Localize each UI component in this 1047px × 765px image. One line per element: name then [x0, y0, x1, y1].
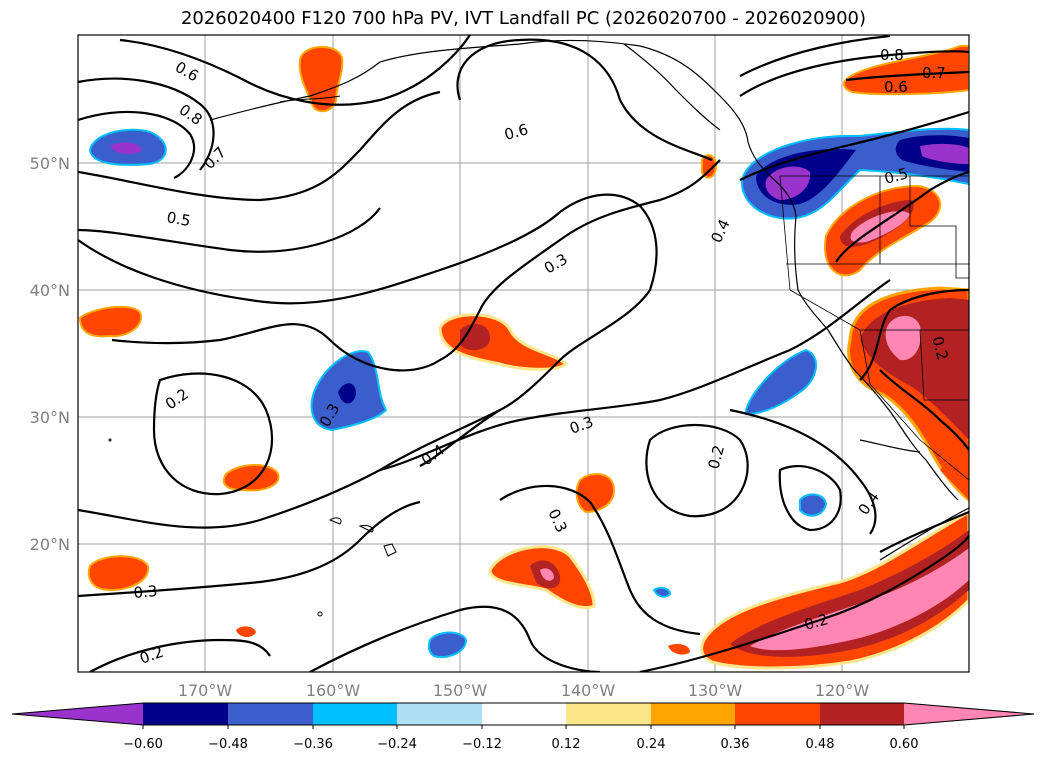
lat-label: 20°N	[30, 535, 70, 554]
colorbar-ticks: −0.60 −0.48 −0.36 −0.24 −0.12 0.12 0.24 …	[123, 737, 918, 752]
colorbar: −0.60 −0.48 −0.36 −0.24 −0.12 0.12 0.24 …	[11, 702, 1035, 752]
contour-label: 0.6	[884, 78, 908, 96]
colorbar-tick: 0.36	[721, 737, 750, 752]
colorbar-segment	[228, 703, 313, 725]
contour-label: 0.7	[922, 64, 946, 82]
colorbar-tick: 0.48	[806, 737, 835, 752]
colorbar-tick: −0.60	[123, 737, 163, 752]
lat-label: 30°N	[30, 408, 70, 427]
ivt-negative-regions	[88, 127, 969, 658]
lon-label: 120°W	[815, 681, 870, 700]
colorbar-segment	[143, 703, 228, 725]
contour-label: 0.5	[165, 208, 192, 230]
lon-label: 140°W	[561, 681, 616, 700]
colorbar-extend-high	[904, 703, 1034, 725]
colorbar-segment	[820, 703, 904, 725]
colorbar-tick: −0.12	[462, 737, 502, 752]
lat-label: 50°N	[30, 154, 70, 173]
colorbar-tick: 0.24	[637, 737, 666, 752]
colorbar-segment	[735, 703, 820, 725]
contour-label: 0.3	[133, 582, 158, 602]
lat-label: 40°N	[30, 281, 70, 300]
colorbar-extend-low	[12, 703, 143, 725]
colorbar-tick: 0.60	[890, 737, 919, 752]
map-title: 2026020400 F120 700 hPa PV, IVT Landfall…	[180, 8, 867, 29]
contour-label: 0.8	[880, 46, 904, 64]
colorbar-tick: −0.48	[208, 737, 248, 752]
contour-label: 0.6	[502, 120, 530, 144]
lon-label: 160°W	[306, 681, 361, 700]
colorbar-tick: −0.36	[293, 737, 333, 752]
contour-label: 0.2	[928, 334, 952, 362]
pv-contours	[78, 35, 969, 672]
lon-label: 130°W	[688, 681, 743, 700]
latitude-labels: 50°N 40°N 30°N 20°N	[30, 154, 70, 554]
colorbar-segment	[651, 703, 735, 725]
longitude-labels: 170°W 160°W 150°W 140°W 130°W 120°W	[178, 681, 870, 700]
colorbar-segment	[397, 703, 482, 725]
colorbar-segment	[313, 703, 397, 725]
contour-label: 0.5	[882, 164, 910, 188]
islands	[108, 95, 397, 617]
contour-label: 0.2	[704, 443, 728, 471]
colorbar-tick: 0.12	[552, 737, 581, 752]
colorbar-segment	[482, 703, 566, 725]
colorbar-segment	[566, 703, 651, 725]
coastlines	[209, 39, 969, 561]
lon-label: 170°W	[178, 681, 233, 700]
lon-label: 150°W	[433, 681, 488, 700]
political-boundaries	[779, 175, 969, 481]
map-border	[77, 34, 970, 673]
contour-label: 0.2	[802, 610, 830, 634]
colorbar-tick: −0.24	[377, 737, 417, 752]
